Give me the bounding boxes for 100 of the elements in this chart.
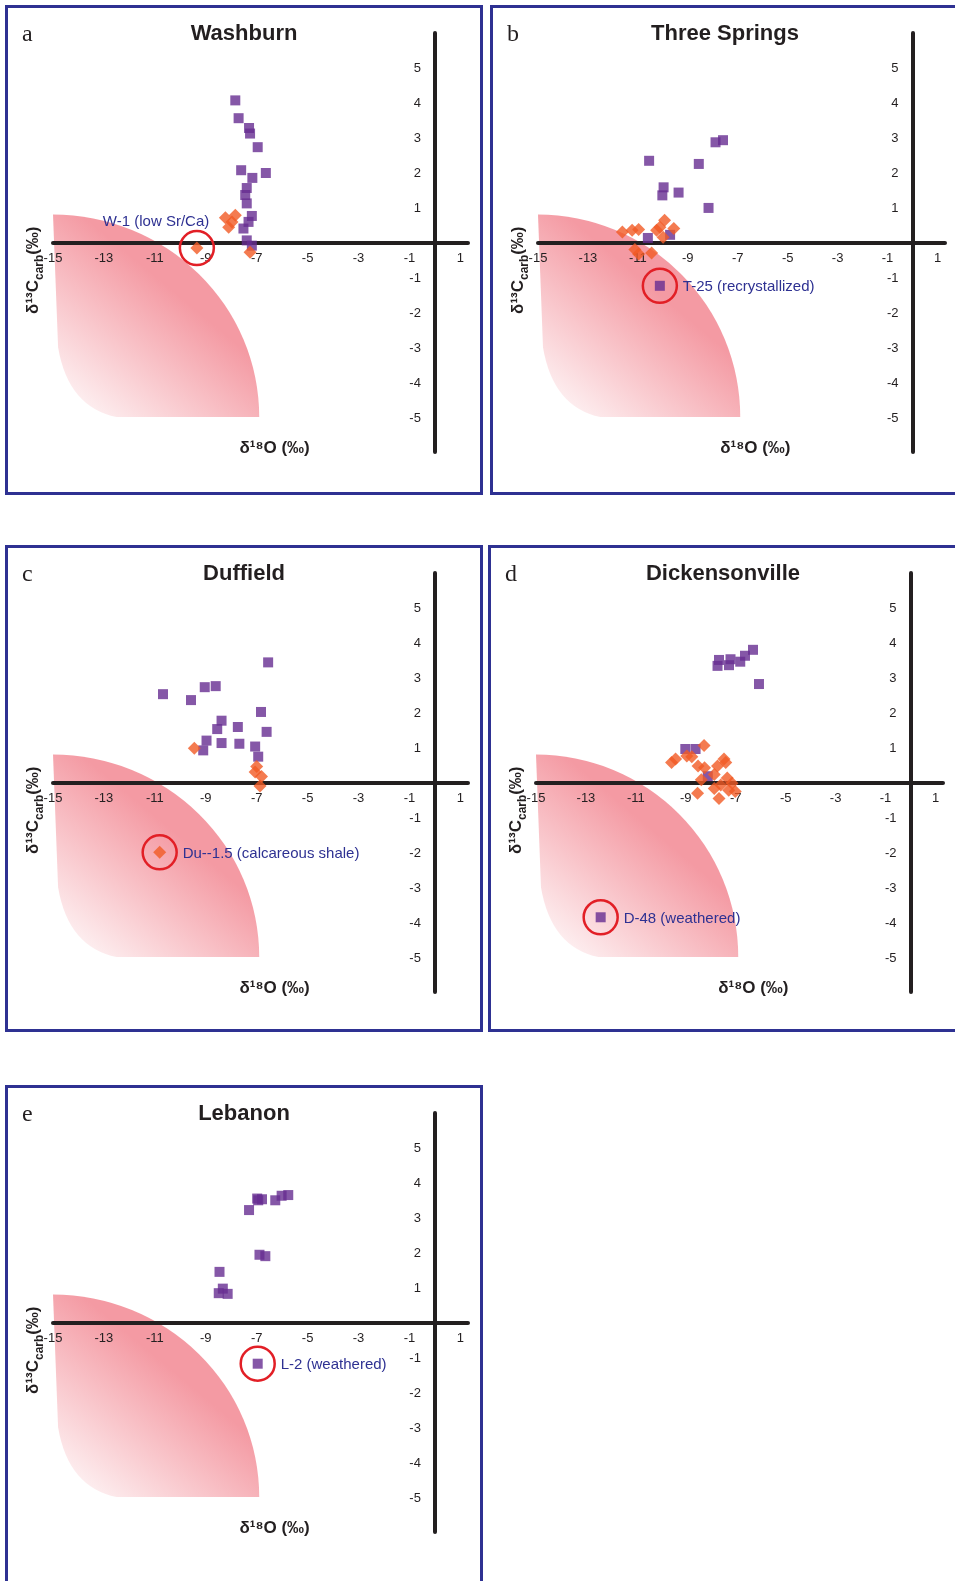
x-axis-title: δ¹⁸O (‰) bbox=[718, 978, 789, 999]
x-tick-label: -11 bbox=[628, 249, 647, 265]
annotation: L-2 (weathered) bbox=[280, 1355, 387, 1373]
y-tick-label: 5 bbox=[889, 600, 897, 616]
y-tick-label: -4 bbox=[409, 1454, 421, 1470]
annotation: T-25 (recrystallized) bbox=[682, 277, 815, 295]
y-tick-label: 5 bbox=[413, 60, 421, 76]
y-tick-label: 4 bbox=[413, 95, 421, 111]
x-tick-label: -5 bbox=[301, 249, 314, 265]
y-tick-label: 2 bbox=[413, 165, 421, 181]
y-tick-label: 5 bbox=[891, 60, 899, 76]
chart-title: Duffield bbox=[203, 559, 285, 585]
y-tick-label: 1 bbox=[889, 740, 897, 756]
y-tick-label: -4 bbox=[409, 914, 421, 930]
x-tick-label: -9 bbox=[199, 789, 212, 805]
annotation: D-48 (weathered) bbox=[623, 908, 741, 926]
x-tick-label: -15 bbox=[43, 1329, 63, 1345]
y-tick-label: -2 bbox=[409, 304, 421, 320]
x-tick-label: -15 bbox=[43, 249, 63, 265]
x-tick-label: -5 bbox=[781, 249, 794, 265]
annotation: Du--1.5 (calcareous shale) bbox=[182, 843, 360, 861]
y-tick-label: 5 bbox=[413, 1140, 421, 1156]
x-tick-label: -9 bbox=[680, 789, 692, 805]
x-tick-label: -7 bbox=[250, 249, 263, 265]
y-tick-label: 1 bbox=[413, 1280, 421, 1296]
y-tick-label: 4 bbox=[413, 1175, 421, 1191]
text: b bbox=[507, 20, 519, 47]
y-tick-label: 1 bbox=[891, 200, 899, 216]
y-tick-label: -1 bbox=[409, 269, 421, 285]
x-tick-label: -11 bbox=[145, 789, 164, 805]
y-tick-label: 2 bbox=[891, 165, 899, 181]
y-tick-label: 5 bbox=[413, 600, 421, 616]
annotation: W-1 (low Sr/Ca) bbox=[102, 212, 210, 230]
x-tick-label: -5 bbox=[301, 1329, 314, 1345]
chart-title: Washburn bbox=[190, 19, 298, 45]
x-tick-label: -13 bbox=[94, 249, 114, 265]
y-tick-label: 4 bbox=[889, 635, 897, 651]
chart-title: Lebanon bbox=[198, 1099, 290, 1125]
x-tick-label: 1 bbox=[456, 789, 464, 805]
chart-title: Dickensonville bbox=[645, 559, 801, 585]
x-axis-title: δ¹⁸O (‰) bbox=[239, 1518, 310, 1539]
y-tick-label: -3 bbox=[409, 339, 421, 355]
x-tick-label: -7 bbox=[250, 789, 263, 805]
y-tick-label: 4 bbox=[413, 635, 421, 651]
x-tick-label: -13 bbox=[94, 789, 114, 805]
y-tick-label: 3 bbox=[891, 130, 899, 146]
y-tick-label: 3 bbox=[889, 670, 897, 686]
y-tick-label: -5 bbox=[409, 409, 421, 425]
y-tick-label: -1 bbox=[409, 1349, 421, 1365]
text: e bbox=[22, 1100, 33, 1127]
y-tick-label: 1 bbox=[413, 740, 421, 756]
y-tick-label: 2 bbox=[889, 705, 897, 721]
y-tick-label: -1 bbox=[409, 809, 421, 825]
y-tick-label: -4 bbox=[886, 374, 899, 390]
y-tick-label: -3 bbox=[409, 1419, 421, 1435]
y-tick-label: 4 bbox=[891, 95, 899, 111]
x-axis-title: δ¹⁸O (‰) bbox=[239, 978, 310, 999]
x-tick-label: -3 bbox=[831, 249, 844, 265]
x-tick-label: -3 bbox=[829, 789, 842, 805]
x-tick-label: -3 bbox=[352, 249, 365, 265]
x-tick-label: -13 bbox=[578, 249, 598, 265]
x-tick-label: -13 bbox=[576, 789, 596, 805]
x-tick-label: 1 bbox=[456, 249, 464, 265]
x-tick-label: -11 bbox=[145, 249, 164, 265]
y-tick-label: 3 bbox=[413, 130, 421, 146]
text: c bbox=[22, 560, 33, 587]
y-tick-label: -1 bbox=[884, 809, 897, 825]
x-tick-label: -13 bbox=[94, 1329, 114, 1345]
y-tick-label: -5 bbox=[886, 409, 899, 425]
x-tick-label: -15 bbox=[43, 789, 63, 805]
x-tick-label: -11 bbox=[145, 1329, 164, 1345]
y-tick-label: -3 bbox=[884, 879, 897, 895]
y-tick-label: -5 bbox=[409, 949, 421, 965]
y-tick-label: -2 bbox=[884, 844, 897, 860]
x-tick-label: -5 bbox=[301, 789, 314, 805]
x-tick-label: 1 bbox=[931, 789, 940, 805]
x-tick-label: -7 bbox=[731, 249, 744, 265]
y-tick-label: 2 bbox=[413, 705, 421, 721]
y-tick-label: -5 bbox=[409, 1489, 421, 1505]
x-tick-label: -11 bbox=[626, 789, 645, 805]
y-tick-label: -2 bbox=[409, 1384, 421, 1400]
y-tick-label: -3 bbox=[886, 339, 899, 355]
y-tick-label: -4 bbox=[409, 374, 421, 390]
x-tick-label: -9 bbox=[199, 1329, 212, 1345]
x-tick-label: -5 bbox=[779, 789, 792, 805]
y-tick-label: 3 bbox=[413, 670, 421, 686]
y-tick-label: -5 bbox=[884, 949, 897, 965]
x-tick-label: 1 bbox=[456, 1329, 464, 1345]
x-axis-title: δ¹⁸O (‰) bbox=[720, 438, 791, 459]
x-tick-label: -3 bbox=[352, 1329, 365, 1345]
x-tick-label: -7 bbox=[250, 1329, 263, 1345]
y-tick-label: -3 bbox=[409, 879, 421, 895]
y-tick-label: -2 bbox=[886, 304, 899, 320]
y-tick-label: -2 bbox=[409, 844, 421, 860]
x-tick-label: -15 bbox=[528, 249, 548, 265]
x-tick-label: -15 bbox=[526, 789, 546, 805]
y-tick-label: -4 bbox=[884, 914, 897, 930]
text: a bbox=[22, 20, 33, 47]
y-tick-label: 2 bbox=[413, 1245, 421, 1261]
x-axis-title: δ¹⁸O (‰) bbox=[239, 438, 310, 459]
